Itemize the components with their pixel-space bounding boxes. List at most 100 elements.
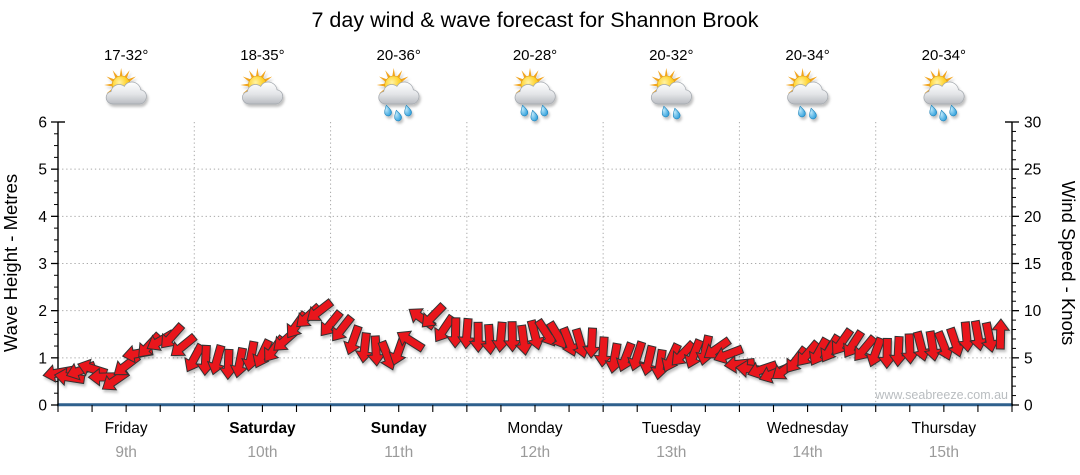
cloud-icon <box>514 81 556 105</box>
raindrop-icon <box>809 107 817 120</box>
wind-arrow <box>332 313 356 342</box>
sun-ray-icon <box>533 70 539 78</box>
wind-arrow <box>306 298 335 321</box>
sun-cloud-icon <box>104 68 147 105</box>
sun-ray-icon <box>924 76 932 82</box>
day-date-label: 11th <box>384 444 413 461</box>
sun-cloud-rain-icon <box>376 68 420 122</box>
raindrop-icon <box>520 104 529 117</box>
left-axis-tick-label: 6 <box>38 115 47 132</box>
day-labels-layer: Friday 9th 17-32° Saturday 10th 18-35° Sunday 1… <box>104 47 976 461</box>
wind-arrow <box>343 324 363 356</box>
sun-ray-icon <box>376 83 385 87</box>
wave-height-series <box>57 403 1013 407</box>
sun-ray-icon <box>124 70 130 78</box>
day-name-label: Wednesday <box>767 420 849 437</box>
sun-ray-icon <box>248 70 255 78</box>
raindrop-icon <box>530 109 539 122</box>
sun-ray-icon <box>119 68 123 77</box>
sun-ray-icon <box>396 70 403 78</box>
wind-arrow-glyph <box>526 319 546 351</box>
wind-arrow-glyph <box>206 343 226 376</box>
raindrop-icon <box>929 104 937 117</box>
sun-cloud-rain-icon <box>921 68 965 122</box>
day-date-label: 10th <box>247 444 277 461</box>
sun-cloud-icon <box>240 68 284 105</box>
axis-value-labels: 0 1 2 3 4 5 6 0 5 10 15 20 25 30 <box>38 115 1041 415</box>
sun-ray-icon <box>657 70 664 78</box>
wind-arrow <box>820 333 843 363</box>
sun-ray-icon <box>785 83 794 87</box>
raindrop-icon <box>672 107 681 120</box>
sun-ray-icon <box>400 76 409 82</box>
sun-ray-icon <box>513 83 522 87</box>
wind-arrow-glyph <box>170 332 198 357</box>
raindrop-icon <box>949 104 957 117</box>
temperature-range-label: 20-28° <box>513 47 557 64</box>
sun-ray-icon <box>921 83 930 87</box>
sun-ray-icon <box>809 76 818 82</box>
temperature-range-label: 20-36° <box>377 47 421 64</box>
right-axis-tick-label: 15 <box>1024 256 1041 273</box>
sun-ray-icon <box>664 68 668 77</box>
temperature-range-label: 20-34° <box>922 47 966 64</box>
sun-ray-icon <box>521 70 527 78</box>
right-axis-tick-label: 0 <box>1024 398 1033 415</box>
left-axis-tick-label: 5 <box>38 162 47 179</box>
left-axis-title: Wave Height - Metres <box>0 174 21 352</box>
raindrop-icon <box>661 105 670 118</box>
sun-ray-icon <box>106 76 115 82</box>
sun-ray-icon <box>528 68 532 77</box>
wind-arrow-glyph <box>306 298 335 321</box>
wind-arrow <box>526 319 546 351</box>
wind-arrow-glyph <box>343 324 363 356</box>
sun-ray-icon <box>794 70 800 78</box>
day-date-label: 13th <box>656 444 686 461</box>
day-date-label: 12th <box>520 444 550 461</box>
wind-arrows-series <box>42 298 1011 391</box>
sun-ray-icon <box>242 76 251 82</box>
raindrop-icon <box>798 105 806 118</box>
right-axis-tick-label: 10 <box>1024 303 1042 320</box>
left-axis-tick-label: 0 <box>38 398 47 415</box>
wind-arrow <box>661 342 682 373</box>
right-axis-tick-label: 30 <box>1024 115 1042 132</box>
wind-arrow <box>396 330 426 353</box>
sun-ray-icon <box>649 83 658 87</box>
raindrop-icon <box>384 104 392 117</box>
sun-ray-icon <box>787 76 796 82</box>
weather-icons-layer <box>104 68 965 122</box>
day-date-label: 15th <box>929 444 959 461</box>
cloud-icon <box>650 81 692 105</box>
sun-cloud-rain-icon <box>513 68 556 122</box>
day-name-label: Thursday <box>912 420 977 437</box>
temperature-range-label: 20-32° <box>649 47 693 64</box>
right-axis-tick-label: 5 <box>1024 350 1033 367</box>
sun-ray-icon <box>669 70 675 78</box>
day-name-label: Tuesday <box>642 420 701 437</box>
wind-arrow <box>991 318 1011 350</box>
sun-cloud-rain-icon <box>785 68 829 120</box>
left-axis-tick-label: 1 <box>38 350 47 367</box>
sun-ray-icon <box>112 70 118 78</box>
sun-ray-icon <box>537 76 545 82</box>
cloud-icon <box>378 81 420 105</box>
sun-ray-icon <box>260 70 266 78</box>
sun-ray-icon <box>240 83 249 87</box>
sun-ray-icon <box>385 70 391 78</box>
temperature-range-label: 17-32° <box>104 47 148 64</box>
sun-ray-icon <box>673 76 681 82</box>
sun-ray-icon <box>264 76 273 82</box>
sun-ray-icon <box>128 76 136 82</box>
sun-ray-icon <box>256 68 259 77</box>
watermark: www.seabreeze.com.au <box>874 388 1008 402</box>
day-name-label: Monday <box>507 420 562 437</box>
axes-layer <box>51 121 1019 412</box>
day-name-label: Saturday <box>229 420 296 437</box>
cloud-icon <box>923 81 965 105</box>
day-name-label: Friday <box>105 420 148 437</box>
wind-arrow <box>671 339 697 366</box>
cloud-icon <box>787 81 829 105</box>
